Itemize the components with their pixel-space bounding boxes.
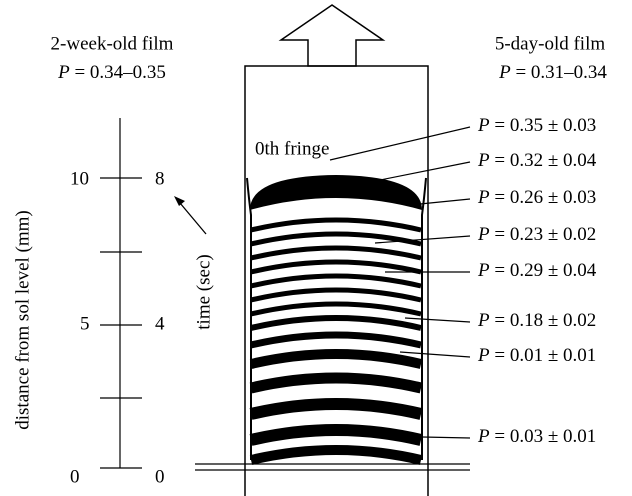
p-label: P = 0.32 ± 0.04 [477, 150, 597, 171]
var: P [477, 345, 490, 366]
distance-tick: 5 [80, 313, 90, 334]
var: P [477, 426, 490, 447]
fringe [251, 248, 421, 258]
var: P [477, 260, 490, 281]
leader [380, 162, 470, 180]
fringe-label: 0th fringe [255, 138, 329, 159]
time-tick: 8 [155, 168, 165, 189]
p-label: P = 0.18 ± 0.02 [477, 310, 596, 331]
fringe [251, 335, 421, 345]
left-range: P = 0.34–0.35 [57, 62, 166, 83]
fringe [251, 304, 421, 314]
distance-axis-title: distance from sol level (mm) [12, 210, 33, 430]
page: {"left_header": {"title": "2-week-old fi… [0, 0, 632, 496]
zeroth-fringe [250, 175, 422, 210]
value: = 0.18 ± 0.02 [494, 310, 596, 331]
var: P [477, 187, 490, 208]
flow-arrow [281, 5, 383, 66]
left-title: 2-week-old film [51, 33, 174, 54]
leader [400, 352, 470, 357]
p-label: P = 0.23 ± 0.02 [477, 224, 596, 245]
var: P [477, 115, 490, 136]
p-labels: P = 0.35 ± 0.03P = 0.32 ± 0.04P = 0.26 ±… [477, 115, 597, 447]
value: = 0.01 ± 0.01 [494, 345, 596, 366]
time-axis-title: time (sec) [193, 254, 214, 329]
var: P [477, 310, 490, 331]
leader [405, 318, 470, 322]
fringe [251, 262, 421, 272]
time-arrowhead [174, 196, 185, 206]
right-title: 5-day-old film [495, 33, 606, 54]
value: = 0.26 ± 0.03 [494, 187, 596, 208]
fringe [251, 276, 421, 286]
p-label: P = 0.29 ± 0.04 [477, 260, 597, 281]
fringe [251, 220, 421, 230]
p-label: P = 0.35 ± 0.03 [477, 115, 596, 136]
p-label: P = 0.03 ± 0.01 [477, 426, 596, 447]
time-tick: 4 [155, 313, 165, 334]
time-arrow [180, 203, 206, 234]
meniscus [247, 178, 251, 460]
axis-ticks [100, 178, 142, 468]
fringe [251, 378, 421, 388]
distance-tick: 0 [70, 466, 80, 487]
fringe [251, 404, 421, 414]
range: = 0.31–0.34 [515, 62, 607, 83]
p-label: P = 0.01 ± 0.01 [477, 345, 596, 366]
var: P [477, 150, 490, 171]
fringe [251, 450, 421, 460]
diagram: 2-week-old film P = 0.34–0.35 5-day-old … [0, 0, 632, 496]
leader [330, 127, 470, 160]
range: = 0.34–0.35 [74, 62, 165, 83]
value: = 0.29 ± 0.04 [494, 260, 596, 281]
value: = 0.35 ± 0.03 [494, 115, 596, 136]
value: = 0.32 ± 0.04 [494, 150, 596, 171]
fringe [251, 354, 421, 364]
var: P [498, 62, 511, 83]
p-label: P = 0.26 ± 0.03 [477, 187, 596, 208]
right-range: P = 0.31–0.34 [498, 62, 607, 83]
value: = 0.23 ± 0.02 [494, 224, 596, 245]
value: = 0.03 ± 0.01 [494, 426, 596, 447]
time-tick: 0 [155, 466, 165, 487]
distance-tick: 10 [70, 168, 89, 189]
fringe [251, 290, 421, 300]
var: P [477, 224, 490, 245]
var: P [57, 62, 70, 83]
fringe [251, 318, 421, 328]
fringes [247, 175, 426, 460]
fringe [251, 234, 421, 244]
fringe [251, 430, 421, 440]
